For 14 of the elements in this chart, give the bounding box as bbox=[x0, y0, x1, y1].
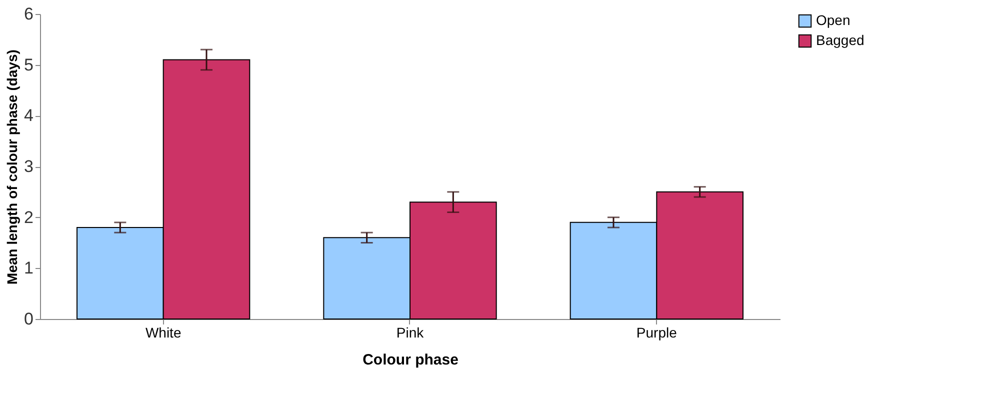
y-axis-title: Mean length of colour phase (days) bbox=[4, 50, 20, 284]
y-tick-label: 3 bbox=[24, 157, 34, 176]
legend-label: Open bbox=[816, 12, 850, 28]
x-tick-label: White bbox=[145, 324, 182, 340]
y-tick-label: 6 bbox=[24, 4, 34, 24]
x-tick-label: Pink bbox=[396, 324, 425, 340]
x-tick-label: Purple bbox=[636, 324, 678, 340]
y-tick-label: 0 bbox=[24, 310, 34, 328]
y-tick-label: 1 bbox=[24, 258, 34, 278]
y-tick-label: 4 bbox=[24, 106, 34, 126]
y-tick-label: 2 bbox=[24, 208, 34, 227]
y-tick-label: 5 bbox=[24, 55, 34, 74]
legend-label: Bagged bbox=[816, 32, 864, 48]
x-axis-title: Colour phase bbox=[362, 352, 458, 368]
